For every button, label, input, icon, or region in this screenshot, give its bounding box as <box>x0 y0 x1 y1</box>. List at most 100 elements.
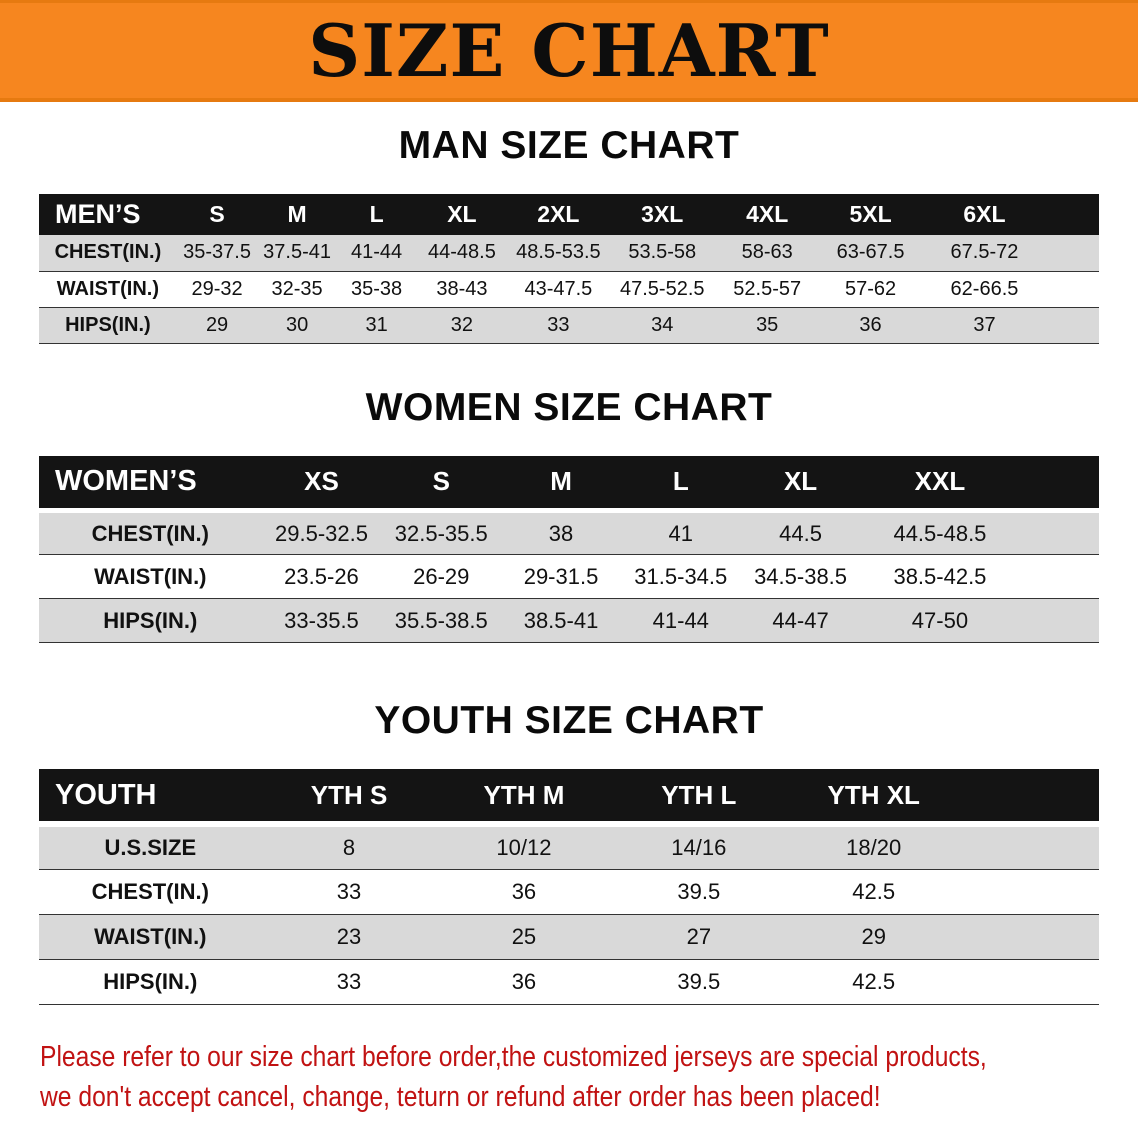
size-header-cell: 4XL <box>715 194 820 235</box>
women-table-title: WOMEN’S <box>39 455 262 513</box>
value-cell: 58-63 <box>715 235 820 272</box>
value-cell: 8 <box>261 824 437 870</box>
value-cell: 31 <box>336 307 417 344</box>
value-cell: 41 <box>620 510 741 555</box>
filler-cell <box>961 914 1099 960</box>
women-header-row: WOMEN’S XS S M L XL XXL <box>39 455 1099 513</box>
value-cell: 43-47.5 <box>507 271 610 308</box>
size-header-cell: 3XL <box>609 194 716 235</box>
row-label: CHEST(IN.) <box>39 869 262 915</box>
row-label: CHEST(IN.) <box>39 510 262 555</box>
value-cell: 47.5-52.5 <box>609 271 716 308</box>
value-cell: 38.5-41 <box>501 598 621 643</box>
row-label: CHEST(IN.) <box>39 235 177 272</box>
value-cell: 38-43 <box>416 271 508 308</box>
value-cell: 31.5-34.5 <box>620 554 741 599</box>
value-cell: 35-38 <box>336 271 417 308</box>
table-row-hips: HIPS(IN.) 33 36 39.5 42.5 <box>39 959 1099 1005</box>
value-cell: 32.5-35.5 <box>381 510 502 555</box>
value-cell: 47-50 <box>860 598 1020 643</box>
value-cell: 18/20 <box>786 824 962 870</box>
size-header-cell: M <box>257 194 337 235</box>
size-header-cell: L <box>620 455 741 513</box>
value-cell: 33-35.5 <box>261 598 382 643</box>
row-label: U.S.SIZE <box>39 824 262 870</box>
value-cell: 44.5-48.5 <box>860 510 1020 555</box>
header-filler-cell <box>1047 194 1099 235</box>
size-header-cell: XL <box>416 194 508 235</box>
value-cell: 29-32 <box>176 271 258 308</box>
size-header-cell: YTH M <box>436 769 612 827</box>
header-filler-cell <box>1019 455 1099 513</box>
value-cell: 44-48.5 <box>416 235 508 272</box>
row-label: HIPS(IN.) <box>39 307 177 344</box>
size-header-cell: YTH L <box>611 769 787 827</box>
filler-cell <box>1019 598 1099 643</box>
value-cell: 39.5 <box>611 869 787 915</box>
table-row-waist: WAIST(IN.) 29-32 32-35 35-38 38-43 43-47… <box>39 271 1099 308</box>
value-cell: 44-47 <box>740 598 861 643</box>
value-cell: 33 <box>261 959 437 1005</box>
value-cell: 38.5-42.5 <box>860 554 1020 599</box>
value-cell: 48.5-53.5 <box>507 235 610 272</box>
value-cell: 33 <box>261 869 437 915</box>
table-row-hips: HIPS(IN.) 29 30 31 32 33 34 35 36 37 <box>39 307 1099 344</box>
header-filler-cell <box>961 769 1099 827</box>
men-table-title: MEN’S <box>39 194 177 235</box>
size-header-cell: XS <box>261 455 382 513</box>
row-label: WAIST(IN.) <box>39 271 177 308</box>
youth-size-table: YOUTH YTH S YTH M YTH L YTH XL U.S.SIZE … <box>39 769 1099 1005</box>
value-cell: 29-31.5 <box>501 554 621 599</box>
size-header-cell: XL <box>740 455 861 513</box>
size-header-cell: 5XL <box>819 194 922 235</box>
value-cell: 44.5 <box>740 510 861 555</box>
banner-title: SIZE CHART <box>308 7 830 93</box>
value-cell: 34 <box>609 307 716 344</box>
size-header-cell: L <box>336 194 417 235</box>
value-cell: 57-62 <box>819 271 922 308</box>
filler-cell <box>1019 554 1099 599</box>
value-cell: 30 <box>257 307 337 344</box>
size-header-cell: M <box>501 455 621 513</box>
value-cell: 36 <box>436 869 612 915</box>
filler-cell <box>961 869 1099 915</box>
row-label: HIPS(IN.) <box>39 598 262 643</box>
row-label: HIPS(IN.) <box>39 959 262 1005</box>
value-cell: 29 <box>786 914 962 960</box>
size-header-cell: 6XL <box>921 194 1048 235</box>
value-cell: 23.5-26 <box>261 554 382 599</box>
filler-cell <box>1019 510 1099 555</box>
size-header-cell: YTH XL <box>786 769 962 827</box>
women-section-heading: WOMEN SIZE CHART <box>365 385 773 429</box>
table-row-chest: CHEST(IN.) 29.5-32.5 32.5-35.5 38 41 44.… <box>39 510 1099 555</box>
value-cell: 23 <box>261 914 437 960</box>
table-row-us-size: U.S.SIZE 8 10/12 14/16 18/20 <box>39 824 1099 870</box>
value-cell: 33 <box>507 307 610 344</box>
size-header-cell: XXL <box>860 455 1020 513</box>
value-cell: 62-66.5 <box>921 271 1048 308</box>
value-cell: 36 <box>436 959 612 1005</box>
value-cell: 41-44 <box>336 235 417 272</box>
banner: SIZE CHART <box>0 0 1138 102</box>
value-cell: 34.5-38.5 <box>740 554 861 599</box>
value-cell: 53.5-58 <box>609 235 716 272</box>
men-section-heading: MAN SIZE CHART <box>398 124 740 167</box>
value-cell: 14/16 <box>611 824 787 870</box>
value-cell: 42.5 <box>786 959 962 1005</box>
youth-section-heading: YOUTH SIZE CHART <box>374 699 764 742</box>
value-cell: 67.5-72 <box>921 235 1048 272</box>
filler-cell <box>1047 235 1099 272</box>
value-cell: 26-29 <box>381 554 502 599</box>
table-row-chest: CHEST(IN.) 33 36 39.5 42.5 <box>39 869 1099 915</box>
size-header-cell: S <box>176 194 258 235</box>
women-size-table: WOMEN’S XS S M L XL XXL CHEST(IN.) 29.5-… <box>39 455 1099 643</box>
value-cell: 37.5-41 <box>257 235 337 272</box>
row-label: WAIST(IN.) <box>39 554 262 599</box>
size-header-cell: S <box>381 455 502 513</box>
men-header-row: MEN’S S M L XL 2XL 3XL 4XL 5XL 6XL <box>39 194 1099 235</box>
youth-table-title: YOUTH <box>39 769 262 827</box>
value-cell: 25 <box>436 914 612 960</box>
table-row-hips: HIPS(IN.) 33-35.5 35.5-38.5 38.5-41 41-4… <box>39 598 1099 643</box>
value-cell: 35-37.5 <box>176 235 258 272</box>
